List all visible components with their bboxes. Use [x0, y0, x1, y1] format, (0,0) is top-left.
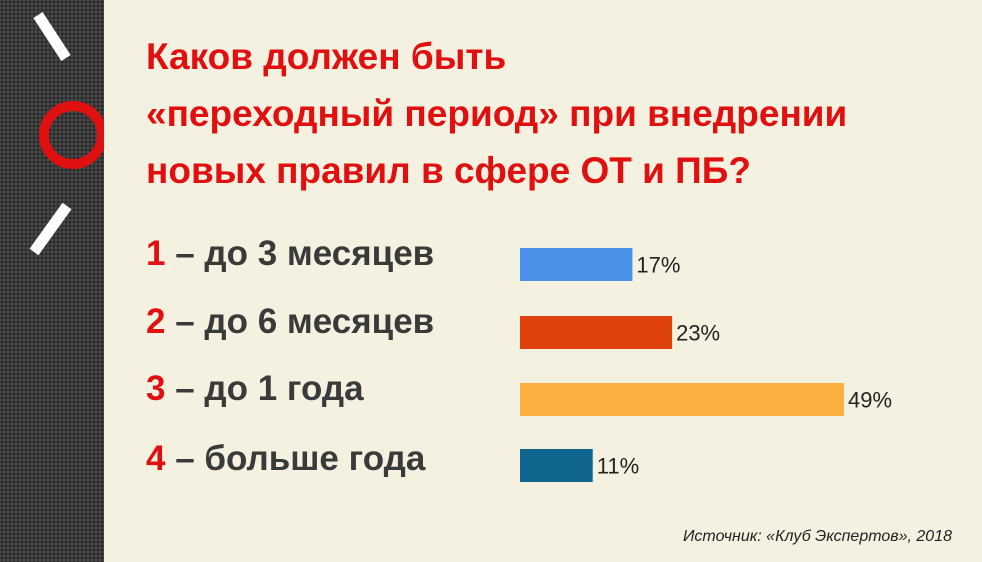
- bar-3: [520, 383, 844, 416]
- option-label-1: 1 – до 3 месяцев: [146, 234, 434, 274]
- option-label-3: 3 – до 1 года: [146, 369, 364, 409]
- option-text: – до 3 месяцев: [165, 234, 435, 273]
- logo-mark-icon: [29, 11, 104, 256]
- option-text: – до 6 месяцев: [165, 302, 435, 341]
- data-label-4: 11%: [597, 454, 639, 479]
- bar-1: [520, 248, 633, 281]
- option-text: – больше года: [165, 439, 426, 478]
- bar-4: [520, 449, 593, 482]
- bar-2: [520, 316, 673, 349]
- title-line: Каков должен быть: [146, 36, 507, 77]
- option-number: 4: [146, 439, 166, 478]
- option-number: 3: [146, 369, 166, 408]
- option-text: – до 1 года: [165, 369, 364, 408]
- data-label-2: 23%: [676, 321, 720, 346]
- option-number: 2: [146, 302, 166, 341]
- option-label-4: 4 – больше года: [146, 439, 425, 479]
- source-note: Источник: «Клуб Экспертов», 2018: [682, 528, 952, 545]
- option-number: 1: [146, 234, 166, 273]
- sidebar-decoration: [0, 0, 104, 562]
- title-line: новых правил в сфере ОТ и ПБ?: [146, 150, 751, 191]
- page-title: Каков должен быть «переходный период» пр…: [146, 28, 966, 199]
- option-label-2: 2 – до 6 месяцев: [146, 302, 434, 342]
- data-label-3: 49%: [848, 388, 892, 413]
- data-label-1: 17%: [636, 253, 680, 278]
- title-line: «переходный период» при внедрении: [146, 93, 848, 134]
